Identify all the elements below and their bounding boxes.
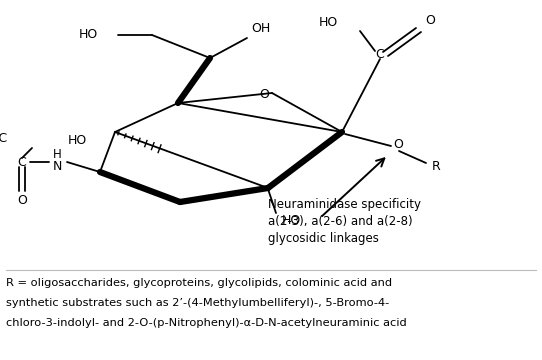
- Text: R = oligosaccharides, glycoproteins, glycolipids, colominic acid and: R = oligosaccharides, glycoproteins, gly…: [6, 278, 392, 288]
- Text: OH: OH: [251, 22, 270, 35]
- Text: Neuraminidase specificity
a(2-3), a(2-6) and a(2-8)
glycosidic linkages: Neuraminidase specificity a(2-3), a(2-6)…: [268, 198, 421, 245]
- Text: O: O: [259, 89, 269, 102]
- Text: synthetic substrates such as 2’-(4-Methylumbelliferyl)-, 5-Bromo-4-: synthetic substrates such as 2’-(4-Methy…: [6, 298, 389, 308]
- Text: chloro-3-indolyl- and 2-O-(p-Nitrophenyl)-α-D-N-acetylneuraminic acid: chloro-3-indolyl- and 2-O-(p-Nitrophenyl…: [6, 318, 406, 328]
- Text: HO: HO: [319, 17, 338, 30]
- Text: H: H: [53, 148, 61, 162]
- Text: O: O: [17, 194, 27, 207]
- Text: O: O: [393, 139, 403, 152]
- Text: HO: HO: [68, 134, 87, 147]
- Text: R: R: [432, 161, 441, 174]
- Text: HO: HO: [79, 28, 98, 41]
- Text: H₃C: H₃C: [0, 131, 8, 144]
- Text: N: N: [53, 161, 62, 174]
- Text: C: C: [18, 156, 27, 168]
- Text: HO: HO: [282, 213, 301, 226]
- Text: O: O: [425, 13, 435, 27]
- Text: C: C: [376, 49, 384, 62]
